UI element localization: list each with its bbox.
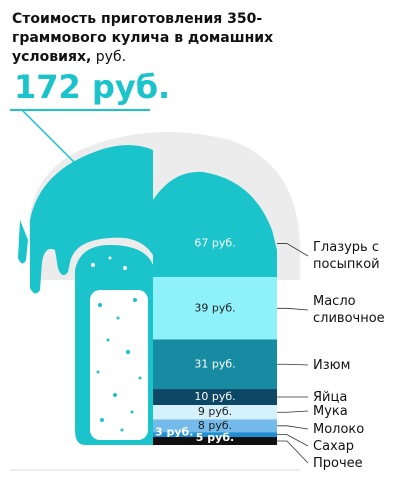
segment [153,277,277,340]
cake-crumb [90,290,148,440]
crumb-dots [91,256,142,432]
value-label: 39 руб. [194,301,235,314]
leader-line [277,425,309,430]
leader-line [277,243,309,257]
value-label: 31 руб. [194,357,235,370]
glaze-drip [18,220,28,264]
legend-label: Глазурь с посыпкой [313,240,380,272]
title: Стоимость приготовления 350-граммового к… [12,10,352,67]
legend-label: Сахар [313,438,354,454]
value-label: 9 руб. [198,405,232,418]
segment [153,405,277,420]
total-label: 172 руб. [14,68,171,106]
value-label: 10 руб. [194,390,235,403]
segment [153,432,277,438]
legend-label: Изюм [313,357,351,373]
total-pointer [21,109,91,179]
segment [153,437,277,445]
legend-label: Прочее [313,455,363,471]
value-label: 67 руб. [194,237,235,250]
leader-line [277,307,309,311]
legend-label: Мука [313,403,348,419]
segment [153,171,277,278]
legend-label: Масло сливочное [313,294,385,326]
cake-glaze-left [30,145,153,294]
segment [153,389,277,406]
title-unit: руб. [95,49,127,65]
value-label: 3 руб. [155,426,193,439]
leader-line [277,434,309,447]
segment [153,339,277,390]
legend-label: Молоко [313,421,365,437]
leader-line [277,410,309,413]
leader-line [277,440,309,464]
legend-label: Яйца [313,389,348,405]
value-label: 8 руб. [198,419,232,432]
segment [153,419,277,433]
title-text: Стоимость приготовления 350-граммового к… [12,11,274,65]
value-label: 5 руб. [196,431,234,444]
total-dot [86,174,94,182]
leader-line [277,363,309,366]
